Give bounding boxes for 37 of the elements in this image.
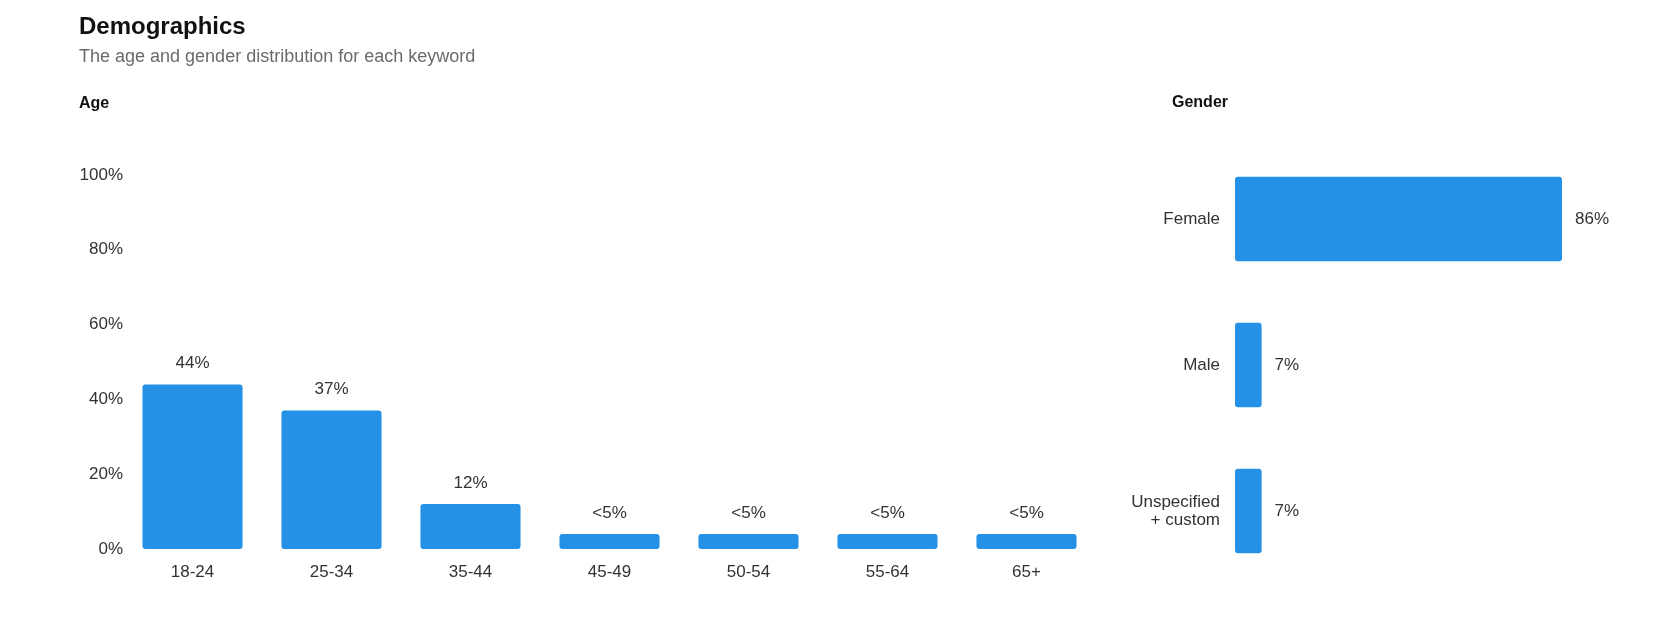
data-label: 44% bbox=[175, 353, 210, 373]
bar bbox=[976, 534, 1077, 549]
y-tick-label: 100% bbox=[79, 164, 123, 184]
bar bbox=[698, 534, 799, 549]
bar bbox=[281, 410, 382, 549]
data-label: 37% bbox=[314, 379, 349, 399]
data-label: <5% bbox=[592, 502, 627, 522]
y-tick-label: 0% bbox=[98, 538, 123, 558]
y-tick-label: Unspecified + custom bbox=[1131, 491, 1220, 529]
chart-title: Gender bbox=[1172, 92, 1229, 112]
chart-title: Age bbox=[79, 93, 110, 113]
data-label: <5% bbox=[870, 502, 905, 522]
data-label: 7% bbox=[1274, 500, 1300, 520]
text: Demographics bbox=[79, 12, 246, 40]
bar bbox=[420, 504, 521, 549]
y-tick-label: Male bbox=[1183, 354, 1220, 374]
y-tick-label: 40% bbox=[88, 389, 123, 409]
x-tick-label: 25-34 bbox=[309, 561, 354, 581]
y-tick-label: 60% bbox=[88, 314, 123, 334]
data-label: <5% bbox=[731, 502, 766, 522]
x-tick-label: 18-24 bbox=[170, 561, 215, 581]
text: The age and gender distribution for each keyword bbox=[79, 45, 476, 67]
bar bbox=[837, 534, 938, 549]
y-tick-label: 20% bbox=[88, 463, 123, 483]
data-label: <5% bbox=[1009, 502, 1044, 522]
y-tick-label: Female bbox=[1163, 208, 1220, 228]
bar bbox=[142, 384, 243, 549]
y-tick-label: 80% bbox=[88, 239, 123, 259]
x-tick-label: 55-64 bbox=[865, 561, 910, 581]
x-tick-label: 35-44 bbox=[448, 561, 493, 581]
bar bbox=[559, 534, 660, 549]
data-label: 7% bbox=[1274, 354, 1300, 374]
data-label: 86% bbox=[1575, 208, 1610, 228]
data-label: 12% bbox=[453, 472, 488, 492]
x-tick-label: 45-49 bbox=[587, 561, 632, 581]
x-tick-label: 50-54 bbox=[726, 561, 771, 581]
x-tick-label: 65+ bbox=[1012, 561, 1041, 581]
